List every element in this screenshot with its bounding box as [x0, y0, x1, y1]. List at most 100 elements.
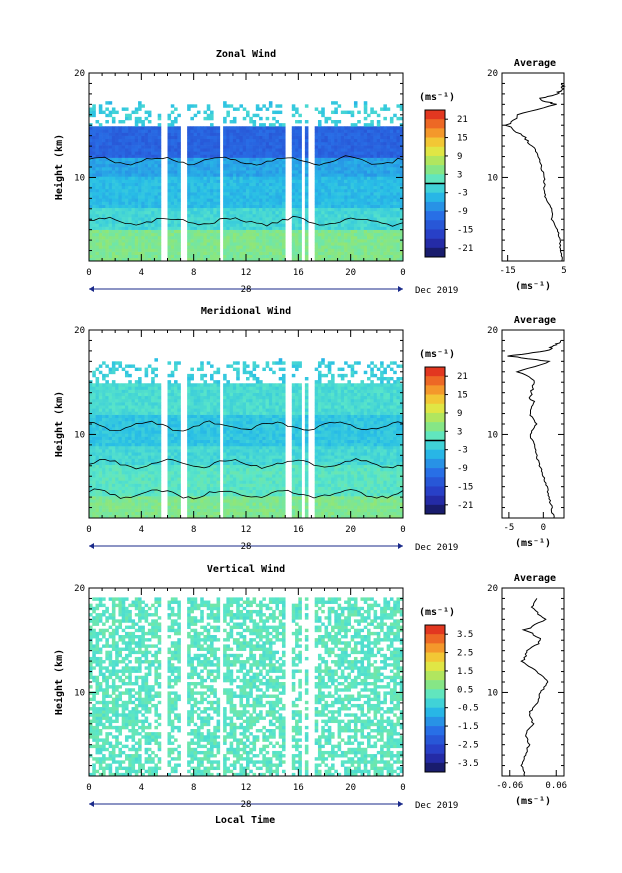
heatmap-cell: [386, 154, 391, 158]
heatmap-cell: [396, 145, 401, 149]
heatmap-cell: [121, 405, 126, 409]
heatmap-cell: [314, 257, 319, 262]
heatmap-cell: [196, 188, 201, 193]
heatmap-cell: [89, 179, 93, 183]
heatmap-cell: [134, 452, 139, 456]
heatmap-cell: [380, 148, 384, 152]
heatmap-cell: [331, 170, 335, 174]
heatmap-cell: [223, 207, 227, 212]
heatmap-cell: [367, 185, 371, 190]
heatmap-cell: [102, 461, 106, 466]
heatmap-cell: [236, 192, 240, 196]
heatmap-cell: [141, 511, 145, 516]
heatmap-cell: [131, 170, 136, 174]
heatmap-cell: [147, 235, 152, 240]
heatmap-cell: [281, 132, 286, 136]
heatmap-cell: [128, 154, 132, 158]
heatmap-cell: [226, 185, 230, 190]
heatmap-cell: [396, 135, 401, 140]
heatmap-cell: [337, 245, 342, 249]
heatmap-cell: [331, 132, 335, 136]
heatmap-cell: [317, 145, 322, 149]
heatmap-cell: [242, 129, 247, 133]
heatmap-cell: [105, 483, 109, 487]
heatmap-cell: [115, 110, 119, 115]
heatmap-cell: [193, 239, 198, 243]
heatmap-cell: [334, 204, 338, 209]
heatmap-cell: [337, 248, 342, 252]
heatmap-cell: [242, 195, 247, 199]
heatmap-cell: [108, 235, 113, 240]
heatmap-cell: [102, 251, 106, 256]
heatmap-cell: [229, 126, 234, 130]
heatmap-cell: [357, 195, 361, 199]
heatmap-cell: [317, 182, 322, 187]
heatmap-cell: [344, 157, 348, 162]
heatmap-cell: [380, 170, 384, 174]
heatmap-cell: [128, 386, 132, 390]
heatmap-cell: [340, 135, 345, 140]
heatmap-cell: [124, 132, 129, 136]
heatmap-cell: [226, 232, 230, 237]
heatmap-cell: [157, 220, 162, 224]
heatmap-cell: [124, 135, 129, 140]
heatmap-cell: [89, 176, 93, 180]
heatmap-cell: [190, 251, 194, 256]
heatmap-cell: [89, 414, 93, 419]
heatmap-cell: [367, 226, 371, 230]
heatmap-cell: [334, 226, 338, 230]
heatmap-cell: [357, 210, 361, 215]
heatmap-cell: [121, 254, 126, 259]
heatmap-cell: [216, 217, 221, 221]
heatmap-cell: [190, 192, 194, 196]
heatmap-cell: [344, 248, 348, 252]
heatmap-cell: [334, 185, 338, 190]
heatmap-cell: [131, 160, 136, 165]
heatmap-cell: [389, 116, 394, 121]
heatmap-cell: [213, 163, 217, 168]
heatmap-cell: [115, 129, 119, 133]
heatmap-cell: [213, 154, 217, 158]
heatmap-cell: [360, 210, 365, 215]
heatmap-cell: [141, 179, 145, 183]
heatmap-cell: [111, 198, 116, 202]
heatmap-cell: [259, 220, 263, 224]
heatmap-cell: [95, 242, 100, 246]
heatmap-cell: [357, 182, 361, 187]
heatmap-cell: [131, 424, 136, 428]
heatmap-cell: [337, 141, 342, 146]
heatmap-cell: [95, 148, 100, 152]
heatmap-cell: [389, 120, 394, 124]
heatmap-cell: [331, 254, 335, 259]
heatmap-cell: [167, 123, 172, 127]
heatmap-cell: [229, 204, 234, 209]
heatmap-cell: [98, 242, 103, 246]
heatmap-cell: [124, 251, 129, 256]
heatmap-cell: [131, 483, 136, 487]
heatmap-cell: [147, 254, 152, 259]
heatmap-cell: [304, 104, 309, 108]
heatmap-cell: [268, 207, 273, 212]
heatmap-cell: [118, 242, 123, 246]
heatmap-cell: [89, 499, 93, 503]
heatmap-cell: [89, 417, 93, 422]
heatmap-cell: [203, 176, 208, 180]
heatmap-cell: [98, 192, 103, 196]
heatmap-cell: [242, 204, 247, 209]
heatmap-cell: [317, 141, 322, 146]
heatmap-cell: [193, 198, 198, 202]
heatmap-cell: [383, 232, 387, 237]
heatmap-cell: [134, 210, 139, 215]
heatmap-cell: [151, 411, 155, 415]
heatmap-cell: [226, 182, 230, 187]
heatmap-cell: [249, 145, 253, 149]
heatmap-cell: [203, 210, 208, 215]
heatmap-cell: [92, 151, 96, 155]
heatmap-cell: [386, 107, 391, 111]
heatmap-cell: [105, 364, 109, 368]
heatmap-cell: [203, 135, 208, 140]
heatmap-cell: [193, 113, 198, 118]
heatmap-cell: [134, 185, 139, 190]
heatmap-cell: [255, 254, 260, 259]
heatmap-cell: [108, 163, 113, 168]
